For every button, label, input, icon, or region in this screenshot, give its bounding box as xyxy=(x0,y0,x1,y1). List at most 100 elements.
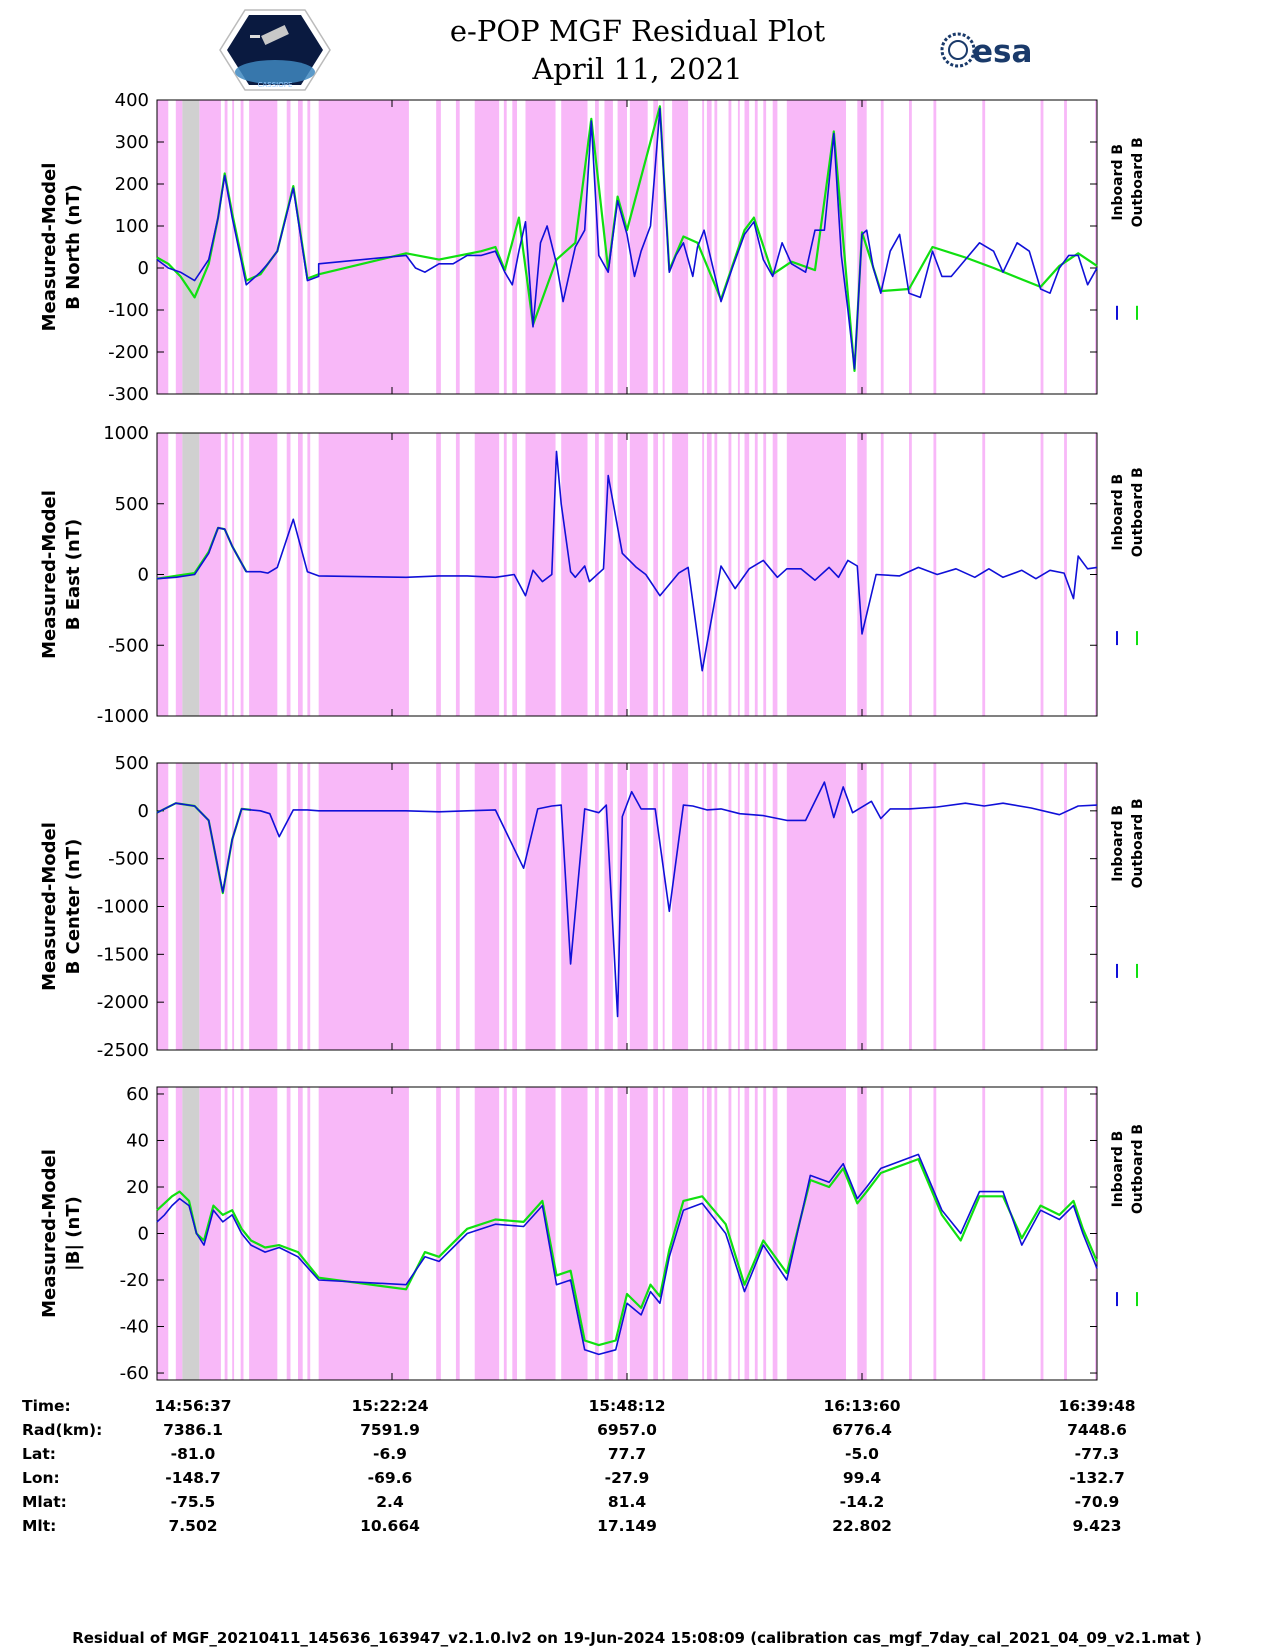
shade-pink-14 xyxy=(503,763,507,1050)
shade-pink-18 xyxy=(595,1087,599,1380)
shade-pink-26 xyxy=(706,433,712,716)
shade-pink-28 xyxy=(728,1087,732,1380)
ytick-label: 0 xyxy=(138,565,149,586)
shade-pink-40 xyxy=(1040,1087,1044,1380)
ytick-label: -1000 xyxy=(97,897,149,918)
footer-cell: -77.3 xyxy=(1075,1445,1120,1463)
shade-pink-31 xyxy=(754,433,758,716)
shade-pink-24 xyxy=(672,1087,689,1380)
footer-cell: 15:22:24 xyxy=(351,1397,428,1415)
ytick-label: 400 xyxy=(115,90,149,111)
ytick-label: -300 xyxy=(108,384,149,405)
ytick-label: 20 xyxy=(126,1177,149,1198)
footer-cell: -132.7 xyxy=(1069,1469,1124,1487)
shade-pink-2 xyxy=(199,1087,221,1380)
shade-pink-29 xyxy=(737,433,740,716)
cassiope-logo: CASSIOPE xyxy=(219,9,331,91)
shade-pink-6 xyxy=(249,1087,278,1380)
series-inboard xyxy=(156,450,1098,672)
panel-3: -2500 -2000 -1500 -1000 -500 0 500 Measured-Mod… xyxy=(39,753,1146,1061)
footer-cell: 16:13:60 xyxy=(823,1397,900,1415)
shade-pink-3 xyxy=(224,100,228,394)
shade-pink-21 xyxy=(629,433,648,716)
footer-row-label: Lon: xyxy=(22,1469,60,1487)
shade-pink-3 xyxy=(224,1087,228,1380)
shade-pink-31 xyxy=(754,763,758,1050)
shade-pink-32 xyxy=(763,1087,767,1380)
shade-pink-23 xyxy=(662,433,665,716)
shade-pink-4 xyxy=(232,763,235,1050)
shade-pink-29 xyxy=(737,1087,740,1380)
ylabel-line1: Measured-Model xyxy=(39,1149,60,1318)
shade-pink-2 xyxy=(199,100,221,394)
shade-pink-7 xyxy=(286,1087,291,1380)
shade-pink-33 xyxy=(772,1087,778,1380)
shade-pink-5 xyxy=(240,100,244,394)
footer-cell: 9.423 xyxy=(1072,1517,1121,1535)
shade-pink-14 xyxy=(503,1087,507,1380)
shade-pink-6 xyxy=(249,433,278,716)
shade-pink-16 xyxy=(525,1087,556,1380)
ylabel-line2: |B| (nT) xyxy=(63,1196,84,1271)
plot-title: e-POP MGF Residual Plot xyxy=(449,14,826,48)
shade-pink-6 xyxy=(249,100,278,394)
panel-2: -1000 -500 0 500 1000 Measured-Model B East (n… xyxy=(39,423,1146,727)
footer-row-label: Rad(km): xyxy=(22,1421,102,1439)
shade-pink-37 xyxy=(909,433,912,716)
footer-cell: -148.7 xyxy=(165,1469,220,1487)
shade-pink-15 xyxy=(512,1087,518,1380)
shade-pink-25 xyxy=(702,763,705,1050)
shade-pink-25 xyxy=(702,1087,705,1380)
ylabel-line2: B North (nT) xyxy=(63,184,84,310)
shade-pink-18 xyxy=(595,100,599,394)
legend-outboard: Outboard B xyxy=(1130,798,1146,888)
shade-pink-1 xyxy=(175,1087,183,1380)
footer-row-label: Lat: xyxy=(22,1445,56,1463)
shade-pink-13 xyxy=(474,763,500,1050)
footer-cell: -81.0 xyxy=(171,1445,216,1463)
shade-pink-4 xyxy=(232,1087,235,1380)
legend-inboard: Inboard B xyxy=(1110,805,1126,882)
shade-pink-40 xyxy=(1040,763,1044,1050)
footer-cell: -75.5 xyxy=(171,1493,216,1511)
shade-pink-3 xyxy=(224,433,228,716)
footer-cell: 7.502 xyxy=(168,1517,217,1535)
shade-pink-25 xyxy=(702,433,705,716)
shade-pink-36 xyxy=(880,763,884,1050)
shade-pink-31 xyxy=(754,1087,758,1380)
esa-logo: esa xyxy=(940,32,1032,70)
shade-pink-7 xyxy=(286,433,291,716)
shade-pink-39 xyxy=(982,100,986,394)
footer-cell: 17.149 xyxy=(597,1517,657,1535)
ylabel-line2: B Center (nT) xyxy=(63,839,84,975)
footer-cell: -69.6 xyxy=(368,1469,413,1487)
footer-cell: 6776.4 xyxy=(832,1421,892,1439)
shade-pink-10 xyxy=(318,763,409,1050)
shade-pink-29 xyxy=(737,763,740,1050)
shade-pink-27 xyxy=(714,763,718,1050)
ytick-label: 0 xyxy=(138,258,149,279)
shade-pink-30 xyxy=(744,433,750,716)
shade-gray-0 xyxy=(182,1087,200,1380)
shade-pink-22 xyxy=(653,100,659,394)
ytick-label: 1000 xyxy=(103,423,149,444)
shade-pink-13 xyxy=(474,433,500,716)
ytick-label: -100 xyxy=(108,300,149,321)
shade-pink-37 xyxy=(909,100,912,394)
shade-pink-39 xyxy=(982,763,986,1050)
footer-cell: -70.9 xyxy=(1075,1493,1120,1511)
ylabel-line2: B East (nT) xyxy=(63,519,84,631)
footer-cell: 10.664 xyxy=(360,1517,420,1535)
shade-pink-16 xyxy=(525,763,556,1050)
shade-pink-9 xyxy=(307,100,311,394)
legend-inboard: Inboard B xyxy=(1110,144,1126,221)
shade-pink-8 xyxy=(298,1087,303,1380)
shade-pink-34 xyxy=(786,433,847,716)
series-inboard xyxy=(156,781,1098,1018)
shade-pink-21 xyxy=(629,1087,648,1380)
shade-pink-4 xyxy=(232,433,235,716)
shade-pink-22 xyxy=(653,763,659,1050)
legend-inboard: Inboard B xyxy=(1110,1131,1126,1208)
panel-1: -300 -200 -100 0 100 200 300 400 Measured-Model B… xyxy=(39,90,1146,405)
